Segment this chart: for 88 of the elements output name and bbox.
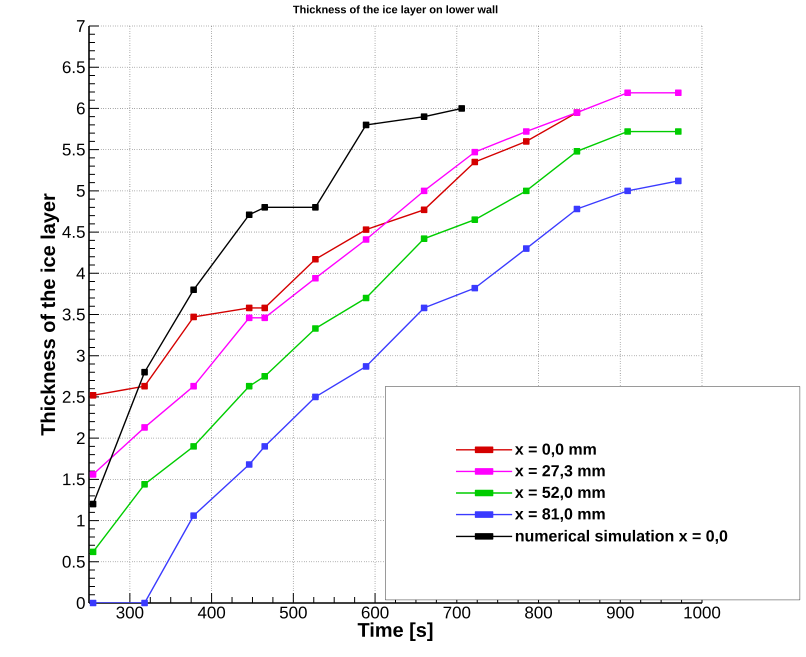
point [312, 325, 319, 332]
point [312, 256, 319, 263]
point [261, 204, 268, 211]
point [471, 284, 478, 292]
point [471, 158, 478, 166]
x-tick-label: 800 [525, 606, 552, 619]
point [90, 548, 96, 556]
x-tick-label: 600 [362, 606, 389, 619]
y-tick-label: 1.5 [63, 473, 85, 486]
legend-label: numerical simulation x = 0,0 [516, 530, 728, 544]
y-tick-label: 4 [76, 267, 85, 280]
y-tick-label: 4.5 [62, 226, 85, 238]
y-tick-label: 0.5 [62, 556, 85, 568]
point [141, 481, 148, 488]
legend-label: x = 0,0 mm [514, 444, 596, 458]
y-tick-label: 3 [76, 350, 85, 362]
y-tick-label: 5 [76, 184, 85, 197]
point [522, 128, 530, 135]
point [420, 235, 428, 242]
point [90, 392, 96, 399]
point [190, 314, 197, 320]
point [522, 188, 530, 194]
point [522, 138, 530, 145]
point [246, 382, 252, 390]
point [362, 122, 370, 128]
point [522, 245, 530, 252]
point [362, 363, 370, 370]
y-tick-label: 7 [76, 20, 85, 32]
point [261, 314, 268, 322]
x-tick-label: 300 [116, 606, 144, 619]
x-tick-label: 400 [198, 606, 226, 619]
point [261, 443, 268, 450]
point [574, 206, 580, 212]
point [246, 304, 252, 312]
point [90, 600, 96, 606]
point [362, 294, 370, 302]
point [420, 206, 428, 214]
point [190, 512, 197, 519]
y-tick-label: 2 [76, 432, 85, 444]
point [246, 211, 252, 218]
point [420, 304, 428, 312]
point [675, 128, 682, 135]
chart-title: Thickness of the ice layer on lower wall [293, 5, 498, 16]
point [624, 89, 631, 96]
point [141, 368, 148, 376]
legend-label: x = 27,3 mm [514, 465, 605, 479]
point [675, 89, 682, 96]
point [420, 113, 428, 120]
point [141, 382, 148, 390]
point [190, 443, 197, 450]
point [624, 128, 631, 135]
point [312, 394, 319, 400]
point [675, 178, 682, 184]
x-tick-label: 700 [444, 606, 470, 619]
x-axis-title: Time [s] [358, 622, 432, 641]
point [246, 461, 252, 468]
point [261, 304, 268, 312]
point [190, 382, 197, 390]
y-tick-label: 3.5 [62, 308, 85, 321]
point [420, 188, 428, 194]
point [312, 274, 319, 282]
point [362, 236, 370, 243]
point [246, 314, 252, 322]
point [458, 105, 465, 112]
point [624, 188, 631, 194]
x-tick-label: 500 [280, 606, 307, 619]
y-tick-label: 1 [77, 514, 85, 526]
point [141, 424, 148, 431]
x-tick-label: 900 [606, 606, 634, 619]
point [261, 373, 268, 380]
point [471, 148, 478, 156]
y-tick-label: 5.5 [62, 144, 85, 156]
y-axis-title: Thickness of the ice layer [40, 194, 60, 436]
point [362, 226, 370, 233]
x-tick-label: 1000 [684, 606, 720, 619]
y-tick-label: 0 [76, 597, 85, 609]
point [90, 500, 96, 508]
point [90, 471, 96, 478]
point [312, 204, 319, 211]
y-tick-label: 2.5 [62, 390, 85, 403]
point [471, 216, 478, 223]
legend-label: x = 81,0 mm [514, 508, 605, 522]
y-tick-label: 6 [76, 102, 85, 114]
point [574, 148, 580, 155]
point [190, 286, 197, 294]
y-tick-label: 6.5 [62, 61, 85, 74]
point [141, 600, 148, 606]
legend-label: x = 52,0 mm [514, 486, 605, 500]
